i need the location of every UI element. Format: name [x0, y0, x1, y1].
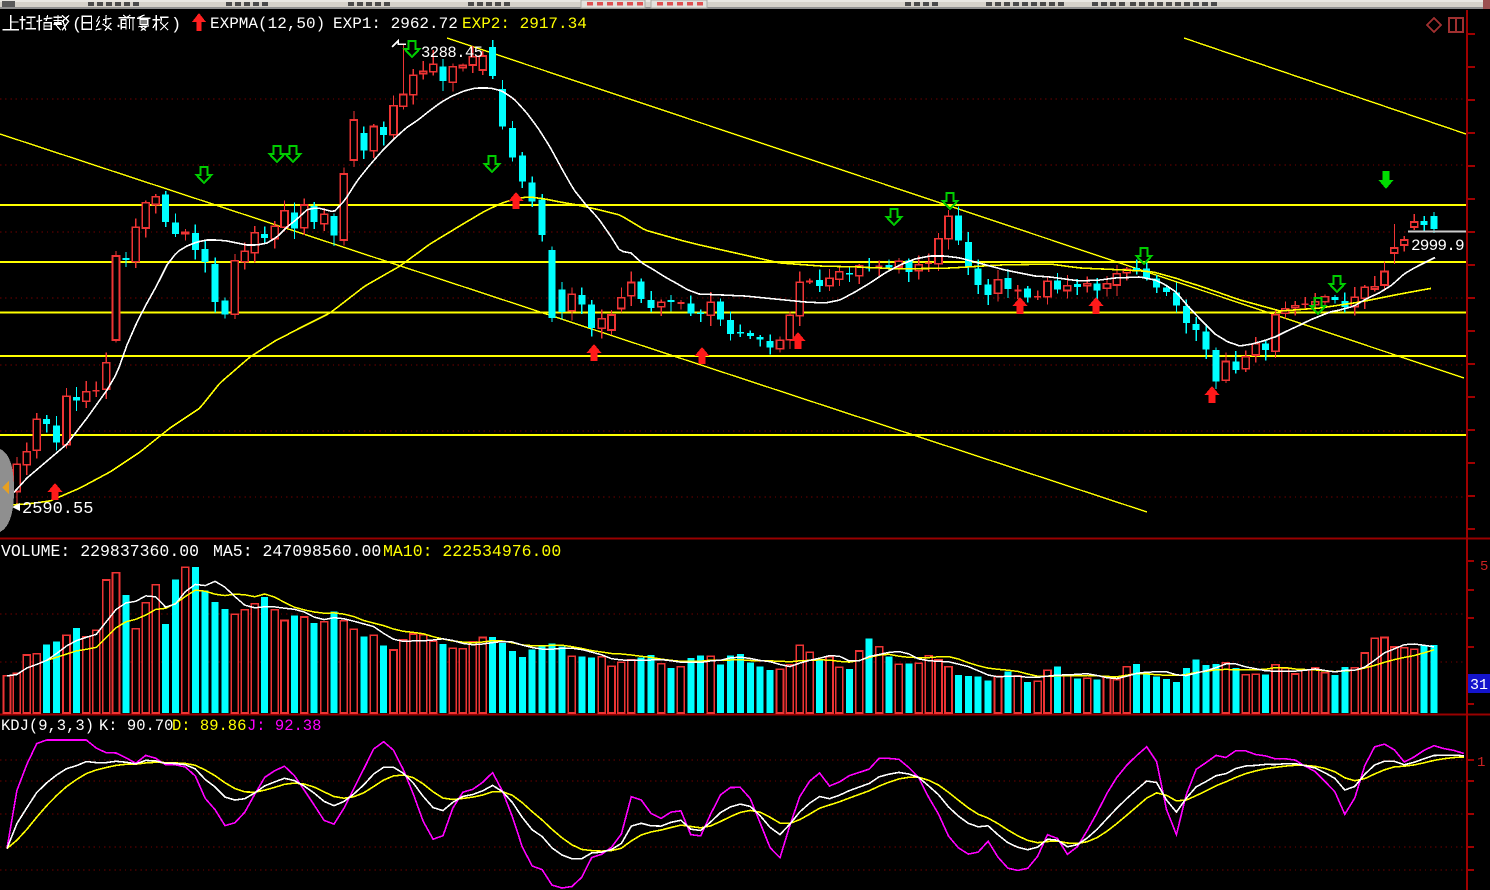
svg-text:EXPMA(12,50): EXPMA(12,50): [210, 15, 325, 33]
svg-text:EXP1: 2962.72: EXP1: 2962.72: [333, 15, 458, 33]
svg-text:VOLUME: 229837360.00: VOLUME: 229837360.00: [1, 542, 199, 561]
svg-text:1: 1: [1477, 755, 1485, 771]
svg-text:K: 90.70: K: 90.70: [99, 717, 173, 735]
svg-text:J: 92.38: J: 92.38: [247, 717, 321, 735]
svg-text:.: .: [114, 15, 123, 32]
svg-text:31: 31: [1470, 677, 1488, 694]
svg-text:MA5: 247098560.00: MA5: 247098560.00: [213, 542, 381, 561]
svg-text:MA10: 222534976.00: MA10: 222534976.00: [383, 542, 561, 561]
svg-text:D: 89.86: D: 89.86: [172, 717, 246, 735]
svg-text:): ): [171, 16, 181, 35]
svg-text:(: (: [72, 16, 82, 35]
svg-text:3288.45: 3288.45: [421, 44, 483, 62]
svg-text:2999.9: 2999.9: [1411, 237, 1464, 255]
svg-text:5: 5: [1480, 559, 1488, 575]
svg-text:KDJ(9,3,3): KDJ(9,3,3): [1, 717, 94, 735]
svg-text:EXP2: 2917.34: EXP2: 2917.34: [462, 15, 587, 33]
svg-text:2590.55: 2590.55: [22, 500, 93, 519]
